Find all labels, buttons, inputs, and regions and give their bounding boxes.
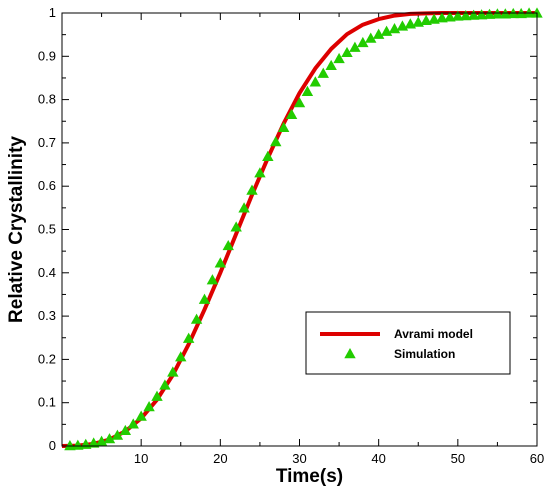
simulation-point <box>460 10 472 21</box>
simulation-point <box>214 257 227 268</box>
simulation-point <box>309 76 322 87</box>
simulation-point <box>483 8 496 19</box>
simulation-point <box>341 46 353 58</box>
simulation-point <box>412 16 424 27</box>
simulation-point <box>72 439 84 450</box>
y-tick-label: 0.9 <box>38 48 56 63</box>
simulation-point <box>317 67 329 78</box>
legend-swatch-simulation <box>344 348 356 359</box>
legend-label-avrami: Avrami model <box>394 327 473 341</box>
simulation-point <box>175 351 187 362</box>
y-tick-label: 0.6 <box>38 178 56 193</box>
x-tick-label: 30 <box>292 451 306 466</box>
x-tick-label: 50 <box>451 451 465 466</box>
y-tick-label: 0.7 <box>38 135 56 150</box>
simulation-point <box>238 202 250 213</box>
simulation-point <box>452 10 464 21</box>
x-tick-label: 60 <box>530 451 544 466</box>
simulation-point <box>404 18 417 29</box>
simulation-point <box>182 332 195 343</box>
simulation-point <box>388 23 401 34</box>
simulation-point <box>428 13 440 24</box>
legend-box <box>305 311 511 375</box>
series-layer <box>61 7 543 451</box>
simulation-point <box>143 401 155 412</box>
y-axis-title: Relative Crystallinity <box>6 136 27 323</box>
simulation-point <box>206 274 219 285</box>
simulation-point <box>380 25 393 36</box>
y-tick-label: 0 <box>49 438 56 453</box>
y-tick-label: 0.1 <box>38 395 56 410</box>
simulation-point <box>127 418 139 429</box>
simulation-point <box>222 239 234 251</box>
simulation-point <box>349 41 361 52</box>
simulation-point <box>151 390 163 401</box>
y-tick-label: 0.4 <box>38 265 56 280</box>
simulation-point <box>159 379 171 390</box>
simulation-point <box>198 293 211 304</box>
x-tick-label: 10 <box>134 451 148 466</box>
series-line-avrami <box>61 11 537 448</box>
simulation-point <box>301 85 314 97</box>
legend-label-simulation: Simulation <box>394 347 455 361</box>
legend: Avrami model Simulation <box>305 311 511 375</box>
y-tick-label: 0.5 <box>38 222 56 237</box>
simulation-point <box>103 433 116 444</box>
simulation-point <box>277 121 290 132</box>
simulation-point <box>111 429 124 440</box>
simulation-point <box>357 36 369 48</box>
y-tick-label: 0.8 <box>38 92 56 107</box>
x-tick-label: 40 <box>371 451 385 466</box>
y-tick-label: 0.2 <box>38 351 56 366</box>
simulation-point <box>230 221 242 232</box>
simulation-point <box>444 11 456 22</box>
simulation-point <box>293 97 306 108</box>
simulation-point <box>64 440 76 451</box>
simulation-point <box>190 313 203 324</box>
simulation-point <box>262 150 274 161</box>
y-tick-label: 1 <box>49 5 56 20</box>
simulation-point <box>270 136 282 147</box>
plot-frame <box>61 12 538 447</box>
simulation-point <box>420 14 432 25</box>
simulation-point <box>467 9 480 20</box>
y-tick-label: 0.3 <box>38 308 56 323</box>
simulation-point <box>167 366 179 377</box>
tick-labels: 0 0.1 0.2 0.3 0.4 0.5 0.6 0.7 0.8 0.9 1 10 20 30 40 50 6… <box>38 5 544 466</box>
x-tick-label: 20 <box>213 451 227 466</box>
x-axis-title: Time(s) <box>276 466 343 487</box>
simulation-point <box>119 424 132 436</box>
axis-ticks <box>62 12 538 447</box>
simulation-point <box>246 184 258 195</box>
simulation-point <box>95 435 108 446</box>
simulation-point <box>365 32 377 43</box>
simulation-point <box>325 59 337 71</box>
simulation-point <box>475 9 488 20</box>
simulation-point <box>285 108 298 119</box>
simulation-point <box>372 28 385 39</box>
simulation-point <box>254 167 266 178</box>
simulation-point <box>135 410 147 421</box>
simulation-point <box>436 12 448 23</box>
simulation-point <box>333 52 345 64</box>
